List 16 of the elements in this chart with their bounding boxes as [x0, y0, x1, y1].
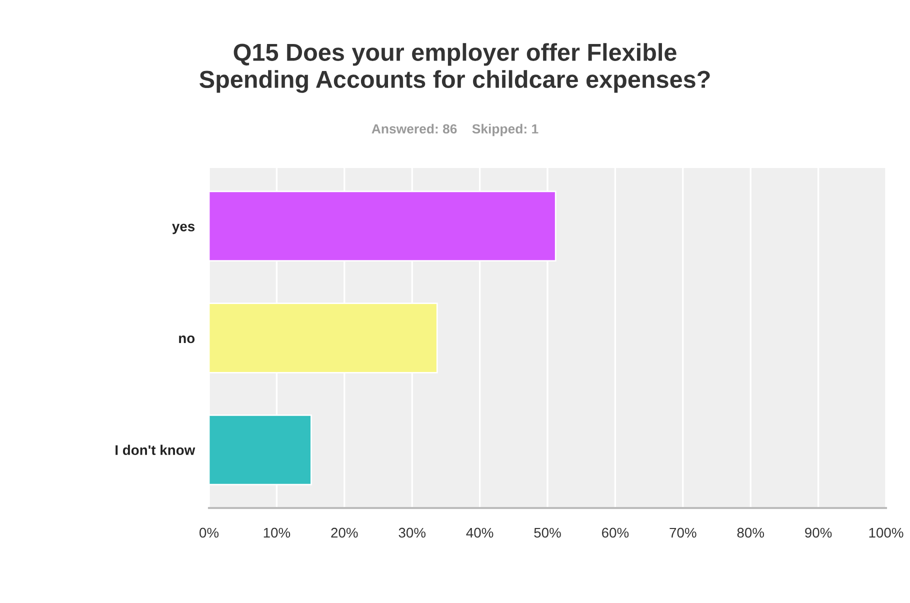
y-tick-label: I don't know — [116, 444, 196, 456]
x-tick-label: 0% — [200, 528, 219, 538]
x-tick-label: 80% — [737, 528, 764, 538]
x-tick-label: 50% — [534, 528, 561, 538]
x-tick-label: 40% — [466, 528, 494, 538]
y-tick-label: no — [179, 336, 195, 344]
x-tick-label: 100% — [869, 528, 904, 538]
x-tick-label: 10% — [264, 528, 290, 538]
x-tick-label: 90% — [805, 528, 832, 538]
chart-subtitle: Answered: 86 Skipped: 1 — [372, 124, 538, 136]
chart-title: Q15 Does your employer offer Flexible Spending Accounts for childcare expenses? — [200, 43, 710, 93]
x-tick-label: 30% — [398, 528, 426, 538]
x-tick-label: 20% — [331, 528, 358, 538]
x-tick-label: 60% — [602, 528, 629, 538]
x-tick-label: 70% — [670, 528, 696, 538]
y-tick-label: yes — [172, 224, 195, 234]
